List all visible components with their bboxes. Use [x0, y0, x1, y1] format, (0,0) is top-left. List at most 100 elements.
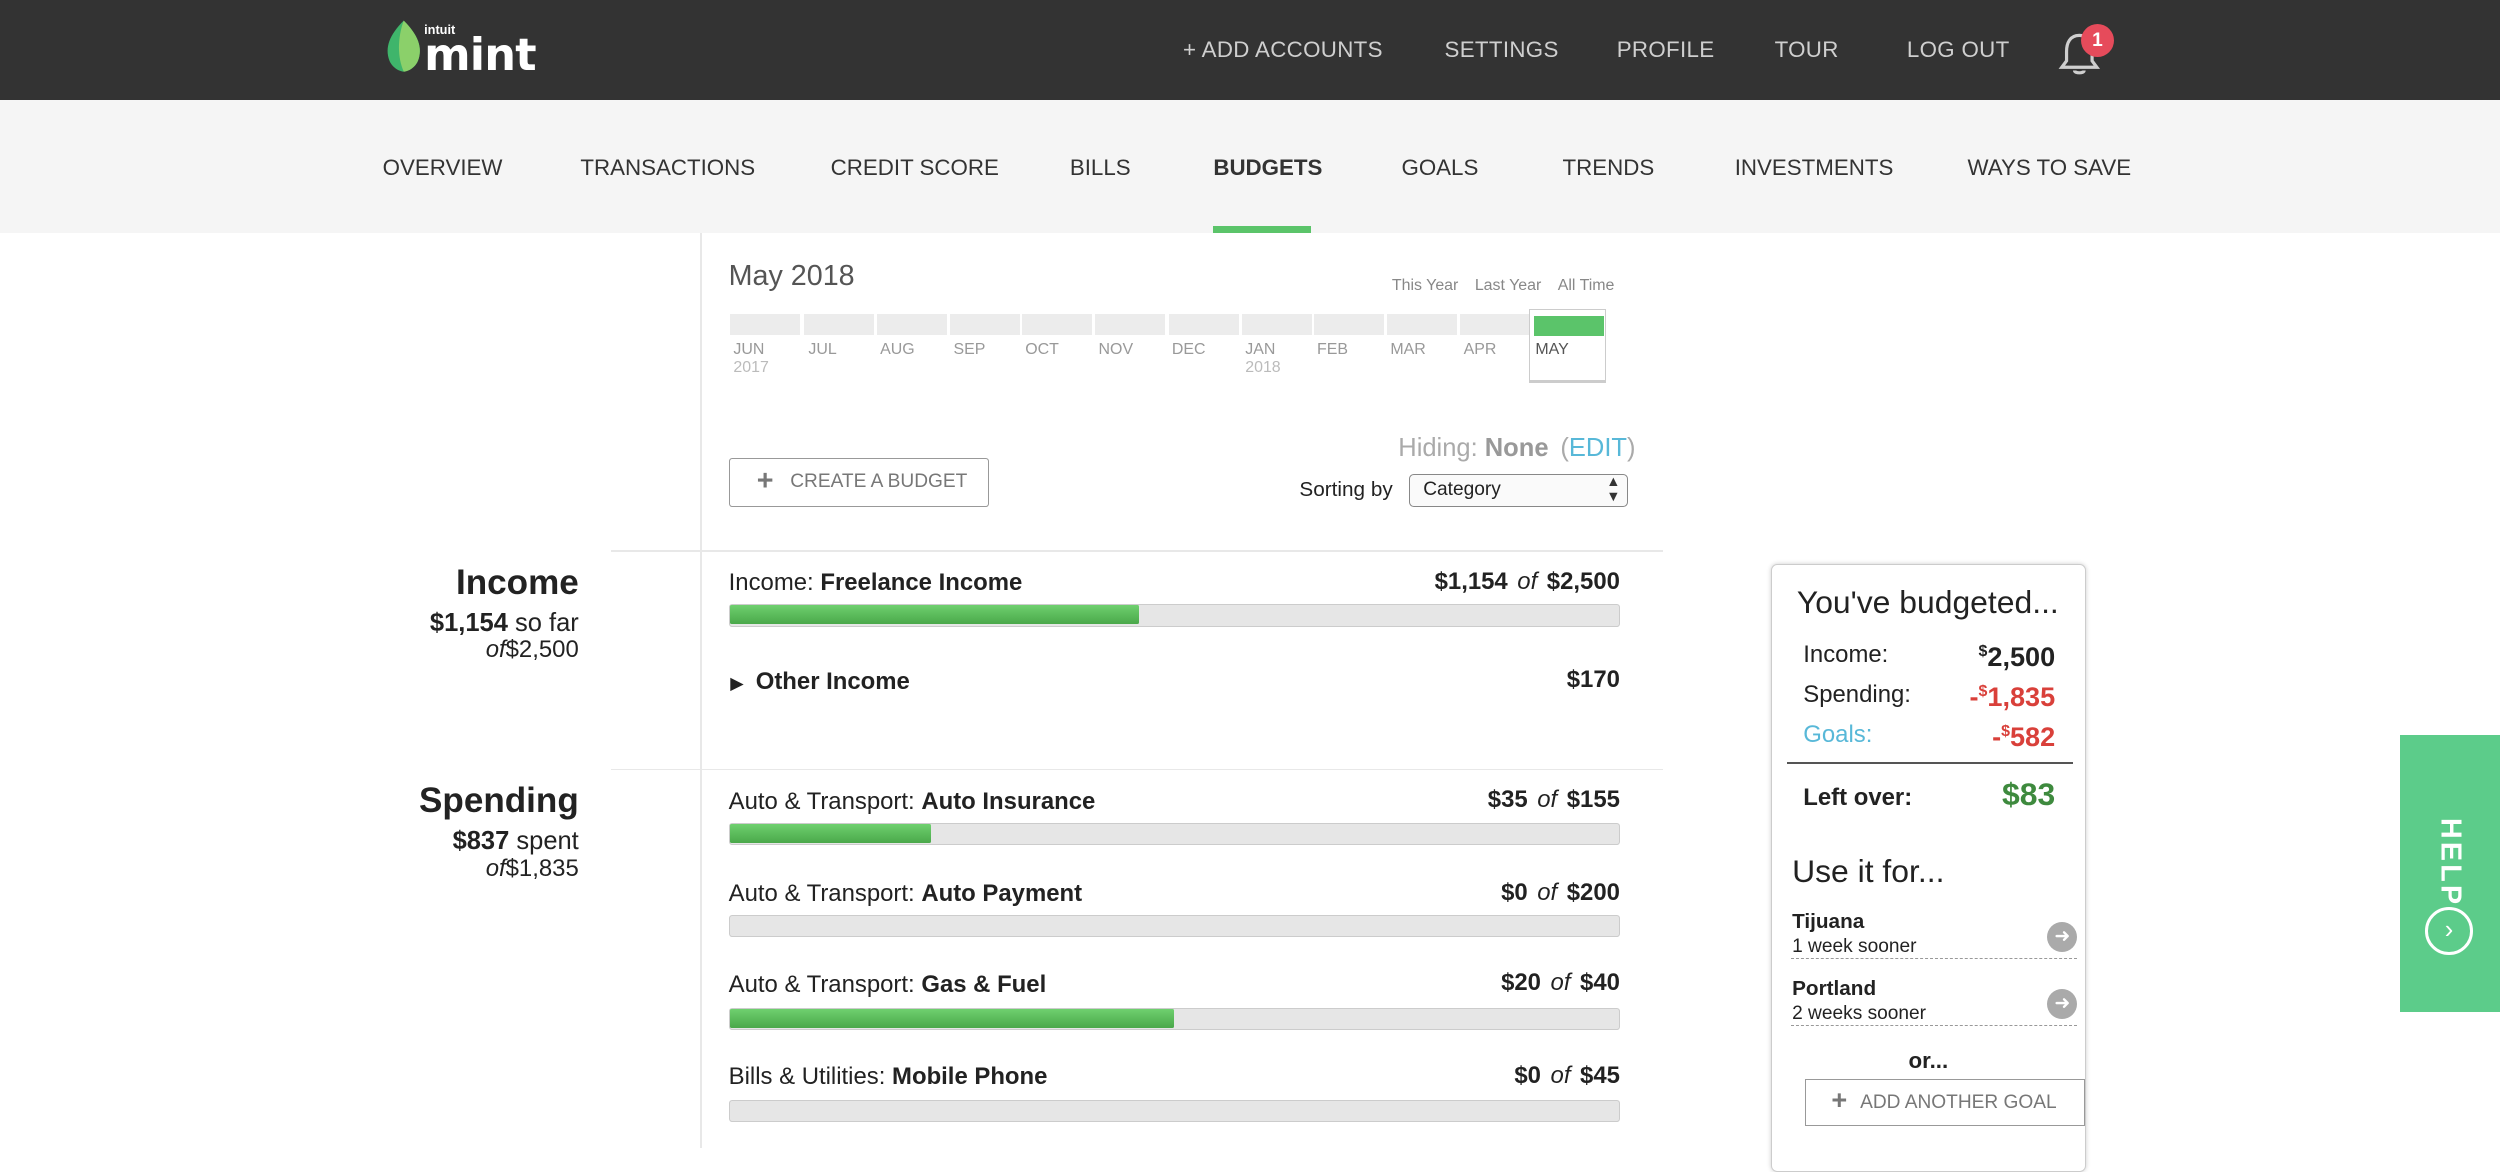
tab-trends[interactable]: TRENDS: [1562, 154, 1655, 180]
hiding-value: None: [1484, 433, 1549, 462]
month-label: OCT: [1025, 341, 1059, 359]
month-cell[interactable]: [730, 314, 801, 335]
range-all-time[interactable]: All Time: [1557, 277, 1615, 295]
month-label: NOV: [1098, 341, 1134, 359]
summary-spending-amount: 1,835: [1987, 680, 2056, 712]
budget-of: of: [1537, 786, 1558, 814]
other-income-amount: $170: [1566, 666, 1620, 694]
spending-divider: [610, 768, 1663, 771]
budget-name: Auto Payment: [921, 880, 1083, 908]
panel-divider: [699, 232, 702, 1148]
tab-ways-to-save[interactable]: WAYS TO SAVE: [1967, 154, 2132, 180]
summary-goals-value: -$582: [1992, 721, 2055, 753]
month-cell[interactable]: [1168, 314, 1239, 335]
goal-sub: 1 week sooner: [1792, 935, 1917, 957]
create-budget-button[interactable]: + CREATE A BUDGET: [728, 457, 989, 507]
budget-name: Mobile Phone: [892, 1063, 1048, 1091]
tab-budgets[interactable]: BUDGETS: [1213, 154, 1323, 180]
budget-of: of: [1517, 567, 1538, 595]
income-total: of$2,500: [486, 636, 579, 664]
select-arrows-icon: ▲ ▼: [1606, 473, 1621, 506]
budget-spent: $0: [1501, 878, 1528, 906]
month-selected-fill[interactable]: [1533, 315, 1604, 337]
tab-investments[interactable]: INVESTMENTS: [1734, 154, 1894, 180]
summary-goals-link[interactable]: Goals:: [1803, 720, 1873, 748]
month-cell[interactable]: [1095, 314, 1166, 335]
sorting-value: Category: [1423, 478, 1501, 500]
budget-spent: $0: [1514, 1061, 1541, 1089]
income-heading: Income: [456, 562, 579, 602]
range-this-year[interactable]: This Year: [1391, 277, 1459, 295]
add-accounts-link[interactable]: + ADD ACCOUNTS: [1183, 36, 1383, 62]
active-tab-indicator: [1213, 226, 1311, 233]
sorting-select[interactable]: Category ▲ ▼: [1409, 473, 1628, 507]
or-text: or...: [1908, 1047, 1949, 1073]
edit-hidden-link[interactable]: EDIT: [1568, 433, 1627, 462]
tab-goals[interactable]: GOALS: [1401, 154, 1479, 180]
budget-progress-bar: [728, 1100, 1620, 1123]
budget-row-amount: $1,154 of $2,500: [1435, 568, 1620, 596]
expand-arrow-icon[interactable]: ▶: [730, 672, 744, 693]
month-cell[interactable]: [1460, 314, 1531, 335]
budget-progress-fill: [729, 605, 1139, 625]
goal-name[interactable]: Portland: [1792, 977, 1877, 1001]
budget-progress-fill: [729, 1008, 1175, 1028]
month-cell[interactable]: [876, 314, 948, 335]
range-last-year[interactable]: Last Year: [1474, 277, 1542, 295]
settings-link[interactable]: SETTINGS: [1444, 36, 1559, 62]
goal-name[interactable]: Tijuana: [1792, 910, 1865, 934]
hiding-status: Hiding: None (EDIT): [1398, 434, 1635, 463]
income-total-amount: $2,500: [505, 636, 579, 664]
tab-bills[interactable]: BILLS: [1069, 154, 1131, 180]
month-cell[interactable]: [1242, 314, 1313, 335]
month-label: DEC: [1171, 341, 1206, 359]
arrow-right-icon[interactable]: ➜: [2047, 988, 2078, 1019]
tab-overview[interactable]: OVERVIEW: [382, 154, 503, 180]
goal-sub: 2 weeks sooner: [1792, 1002, 1927, 1024]
add-another-goal-button[interactable]: + ADD ANOTHER GOAL: [1804, 1079, 2086, 1126]
spending-spent-text: spent: [509, 827, 579, 856]
budget-of: of: [1550, 1061, 1571, 1089]
log-out-link[interactable]: LOG OUT: [1906, 36, 2010, 62]
budget-row-name[interactable]: Auto & Transport: Gas & Fuel: [729, 971, 1047, 999]
tour-link[interactable]: TOUR: [1774, 36, 1839, 62]
budget-row-name[interactable]: Income: Freelance Income: [729, 569, 1023, 597]
month-cell[interactable]: [1387, 314, 1458, 335]
income-so-far-amount: $1,154: [429, 609, 508, 638]
budget-row-amount: $0 of $200: [1501, 879, 1620, 907]
help-label: HELP: [2434, 817, 2467, 908]
tab-credit-score[interactable]: CREDIT SCORE: [830, 154, 999, 180]
tab-transactions[interactable]: TRANSACTIONS: [580, 154, 756, 180]
month-cell[interactable]: [950, 314, 1021, 335]
summary-separator: [1787, 762, 2073, 764]
profile-link[interactable]: PROFILE: [1616, 36, 1715, 62]
budget-category: Auto & Transport:: [728, 880, 915, 908]
month-cell[interactable]: [1313, 314, 1384, 335]
budget-category: Bills & Utilities:: [728, 1063, 886, 1091]
budget-row-name[interactable]: Auto & Transport: Auto Insurance: [729, 788, 1096, 816]
budget-row-name[interactable]: Bills & Utilities: Mobile Phone: [729, 1063, 1048, 1091]
plus-icon: +: [756, 464, 774, 497]
add-goal-label: ADD ANOTHER GOAL: [1860, 1091, 2057, 1113]
create-budget-label: CREATE A BUDGET: [790, 471, 968, 493]
budget-of: of: [1550, 969, 1571, 997]
arrow-right-icon[interactable]: ➜: [2047, 921, 2078, 952]
month-label: AUG: [880, 341, 915, 359]
mint-logo-text[interactable]: mint: [424, 28, 537, 81]
budget-row-name[interactable]: Auto & Transport: Auto Payment: [729, 880, 1082, 908]
goal-separator: [1790, 1025, 2078, 1026]
chevron-right-icon[interactable]: ›: [2425, 907, 2473, 956]
summary-leftover-label: Left over:: [1803, 784, 1913, 812]
budget-category: Auto & Transport:: [728, 970, 915, 998]
month-cell[interactable]: [1022, 314, 1093, 335]
budget-row-amount: $0 of $45: [1514, 1062, 1620, 1090]
month-cell[interactable]: [803, 314, 874, 335]
summary-income-label: Income:: [1803, 640, 1889, 668]
budget-total: $155: [1566, 786, 1620, 814]
summary-goals-amount: 582: [2009, 720, 2056, 752]
other-income-label[interactable]: Other Income: [755, 668, 910, 696]
budget-progress-bar: [728, 604, 1620, 627]
help-tab[interactable]: [2399, 735, 2500, 1013]
currency-symbol: $: [2001, 722, 2010, 740]
budget-name: Auto Insurance: [921, 787, 1096, 815]
